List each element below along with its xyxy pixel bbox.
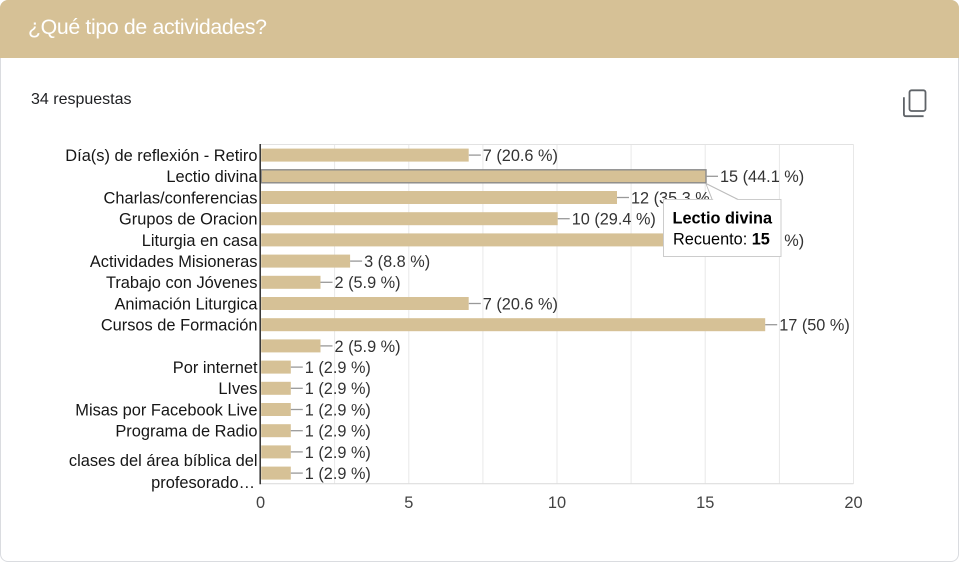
svg-text:Lectio divina: Lectio divina: [166, 168, 258, 186]
svg-text:Recuento: 15: Recuento: 15: [673, 230, 770, 248]
svg-text:15: 15: [696, 494, 714, 512]
svg-text:1 (2.9 %): 1 (2.9 %): [305, 444, 371, 462]
svg-text:2 (5.9 %): 2 (5.9 %): [335, 274, 401, 292]
svg-text:5: 5: [404, 494, 413, 512]
svg-text:17 (50 %): 17 (50 %): [779, 317, 850, 335]
svg-text:7 (20.6 %): 7 (20.6 %): [483, 147, 558, 165]
svg-text:7 (20.6 %): 7 (20.6 %): [483, 295, 558, 313]
svg-text:1 (2.9 %): 1 (2.9 %): [305, 359, 371, 377]
svg-text:1 (2.9 %): 1 (2.9 %): [305, 380, 371, 398]
svg-text:Charlas/conferencias: Charlas/conferencias: [104, 189, 258, 207]
svg-text:Liturgia en casa: Liturgia en casa: [142, 232, 259, 250]
svg-text:Programa de Radio: Programa de Radio: [115, 423, 257, 441]
svg-text:Lectio divina: Lectio divina: [673, 210, 773, 228]
svg-text:20: 20: [844, 494, 862, 512]
svg-text:clases del área bíblica del: clases del área bíblica del: [69, 452, 258, 470]
svg-text:0: 0: [256, 494, 265, 512]
svg-text:15 (44.1 %): 15 (44.1 %): [720, 168, 804, 186]
svg-text:3 (8.8 %): 3 (8.8 %): [364, 253, 430, 271]
svg-text:Actividades Misioneras: Actividades Misioneras: [90, 253, 258, 271]
svg-text:10: 10: [548, 494, 566, 512]
svg-text:Día(s) de reflexión - Retiro: Día(s) de reflexión - Retiro: [65, 147, 257, 165]
svg-text:Trabajo con Jóvenes: Trabajo con Jóvenes: [106, 274, 258, 292]
svg-text:Misas por Facebook Live: Misas por Facebook Live: [75, 401, 257, 419]
svg-text:2 (5.9 %): 2 (5.9 %): [335, 338, 401, 356]
svg-text:10 (29.4 %): 10 (29.4 %): [572, 211, 656, 229]
svg-text:1 (2.9 %): 1 (2.9 %): [305, 401, 371, 419]
svg-text:Cursos de Formación: Cursos de Formación: [101, 317, 258, 335]
svg-text:Por internet: Por internet: [173, 359, 258, 377]
svg-text:Animación Liturgica: Animación Liturgica: [114, 295, 258, 313]
svg-text:1 (2.9 %): 1 (2.9 %): [305, 465, 371, 483]
svg-text:Grupos de Oracion: Grupos de Oracion: [119, 211, 257, 229]
svg-text:1 (2.9 %): 1 (2.9 %): [305, 423, 371, 441]
svg-text:LIves: LIves: [218, 380, 257, 398]
svg-text:profesorado…: profesorado…: [151, 474, 255, 492]
